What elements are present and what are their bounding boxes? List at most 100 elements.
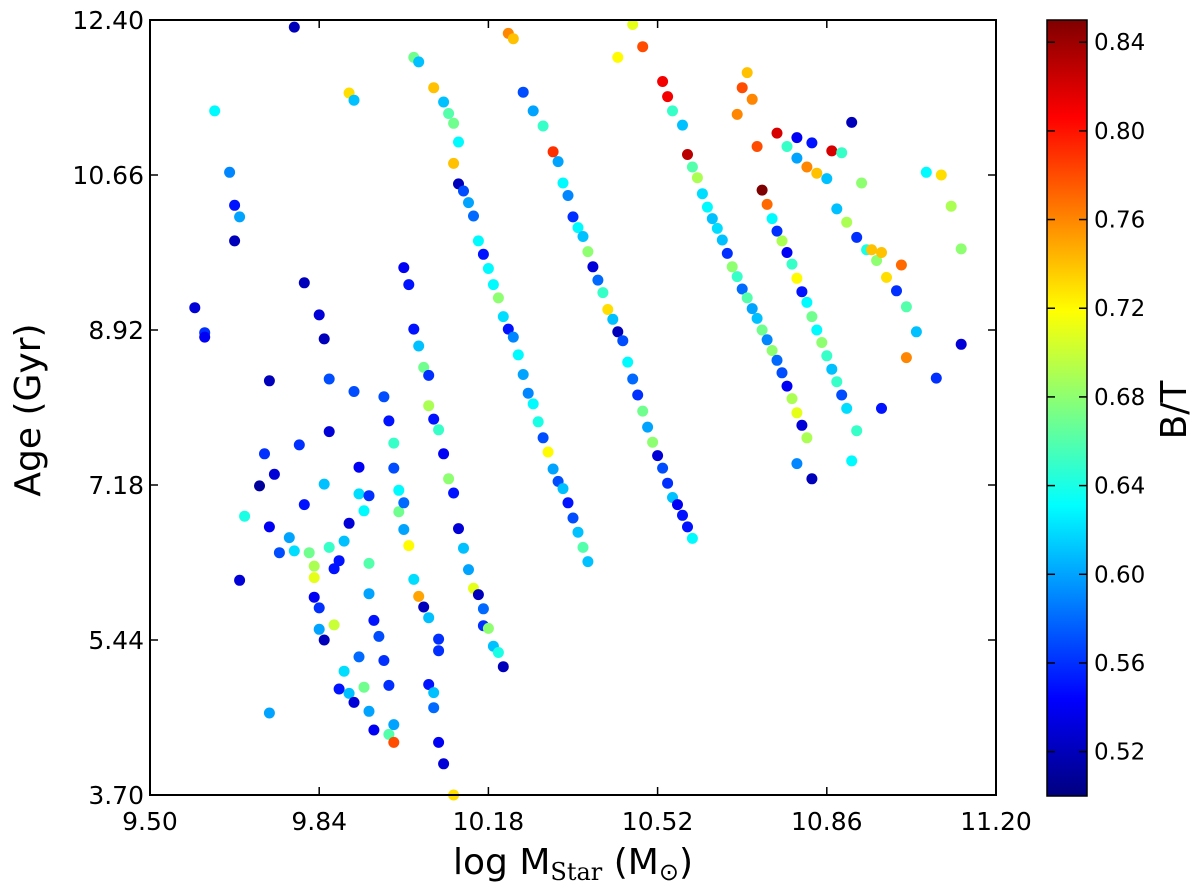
data-point (343, 687, 355, 699)
data-point (388, 719, 400, 731)
data-point (254, 480, 265, 492)
data-point (438, 758, 450, 770)
data-point (229, 199, 241, 211)
data-point (323, 373, 335, 385)
data-points (189, 19, 967, 801)
colorbar-ticks: 0.52 0.56 0.60 0.64 0.68 0.72 0.76 0.80 0.84 (1047, 30, 1145, 766)
data-point (512, 349, 524, 361)
data-point (617, 335, 629, 347)
data-point (438, 96, 450, 108)
data-point (821, 173, 833, 185)
data-point (836, 147, 848, 159)
data-point (383, 679, 395, 691)
data-point (736, 283, 748, 295)
colorbar-tick-label: 0.68 (1094, 385, 1145, 411)
data-point (841, 216, 853, 228)
data-point (612, 326, 624, 338)
data-point (547, 463, 559, 475)
data-point (677, 119, 688, 131)
data-point (686, 161, 698, 173)
data-point (507, 331, 519, 343)
data-point (408, 323, 420, 335)
data-point (895, 259, 907, 271)
data-point (622, 356, 634, 368)
data-point (393, 484, 405, 496)
data-point (428, 702, 440, 714)
data-point (398, 497, 410, 509)
data-point (448, 117, 460, 129)
data-point (935, 169, 947, 181)
data-point (652, 450, 664, 462)
data-point (771, 225, 783, 237)
data-point (517, 86, 529, 98)
data-point (791, 407, 803, 419)
data-point (283, 532, 295, 544)
data-point (477, 603, 489, 615)
data-point (358, 505, 370, 517)
data-point (477, 248, 489, 260)
data-point (846, 116, 858, 128)
data-point (532, 416, 544, 428)
data-point (846, 455, 858, 467)
data-point (239, 510, 251, 522)
data-point (741, 67, 753, 79)
data-point (607, 313, 619, 325)
colorbar-tick-label: 0.64 (1094, 474, 1145, 500)
x-tick-label: 9.50 (122, 807, 178, 836)
data-point (348, 696, 360, 708)
data-point (527, 105, 539, 117)
data-point (866, 244, 878, 256)
data-point (691, 172, 703, 184)
data-point (791, 132, 803, 144)
data-point (363, 588, 375, 600)
x-tick-label: 10.18 (453, 807, 525, 836)
data-point (433, 645, 445, 657)
data-point (552, 156, 564, 168)
x-tick-label: 9.84 (291, 807, 347, 836)
data-point (796, 419, 808, 431)
data-point (627, 19, 639, 30)
data-point (482, 263, 494, 274)
data-point (647, 436, 659, 448)
data-point (766, 345, 778, 356)
data-point (851, 231, 863, 243)
data-point (507, 33, 519, 45)
data-point (876, 402, 887, 414)
data-point (348, 386, 360, 397)
data-point (726, 261, 738, 273)
colorbar-tick-label: 0.76 (1094, 208, 1145, 234)
data-point (418, 601, 430, 613)
x-axis-ticks: 9.50 9.84 10.18 10.52 10.86 11.20 (122, 20, 1032, 836)
data-point (363, 557, 375, 569)
data-point (801, 161, 813, 173)
data-point (746, 303, 758, 315)
y-axis-title: Age (Gyr) (8, 323, 49, 496)
data-point (637, 405, 649, 417)
data-point (736, 82, 748, 94)
x-tick-label: 10.86 (791, 807, 863, 836)
data-point (537, 432, 549, 444)
data-point (209, 105, 221, 117)
data-point (298, 499, 310, 511)
data-point (791, 458, 803, 470)
data-point (453, 523, 464, 535)
data-point (433, 424, 445, 436)
data-point (388, 437, 400, 449)
data-point (273, 547, 285, 559)
data-point (572, 526, 584, 538)
data-point (468, 210, 479, 222)
data-point (413, 590, 425, 602)
data-point (766, 213, 778, 225)
data-point (234, 211, 246, 223)
data-point (408, 573, 420, 585)
data-point (781, 141, 793, 152)
data-point (711, 222, 723, 234)
data-point (826, 145, 838, 157)
data-point (497, 311, 509, 323)
data-point (781, 247, 793, 258)
data-point (423, 679, 435, 690)
data-point (458, 542, 469, 554)
data-point (229, 235, 241, 247)
y-tick-label: 10.66 (72, 161, 144, 190)
data-point (761, 334, 773, 346)
